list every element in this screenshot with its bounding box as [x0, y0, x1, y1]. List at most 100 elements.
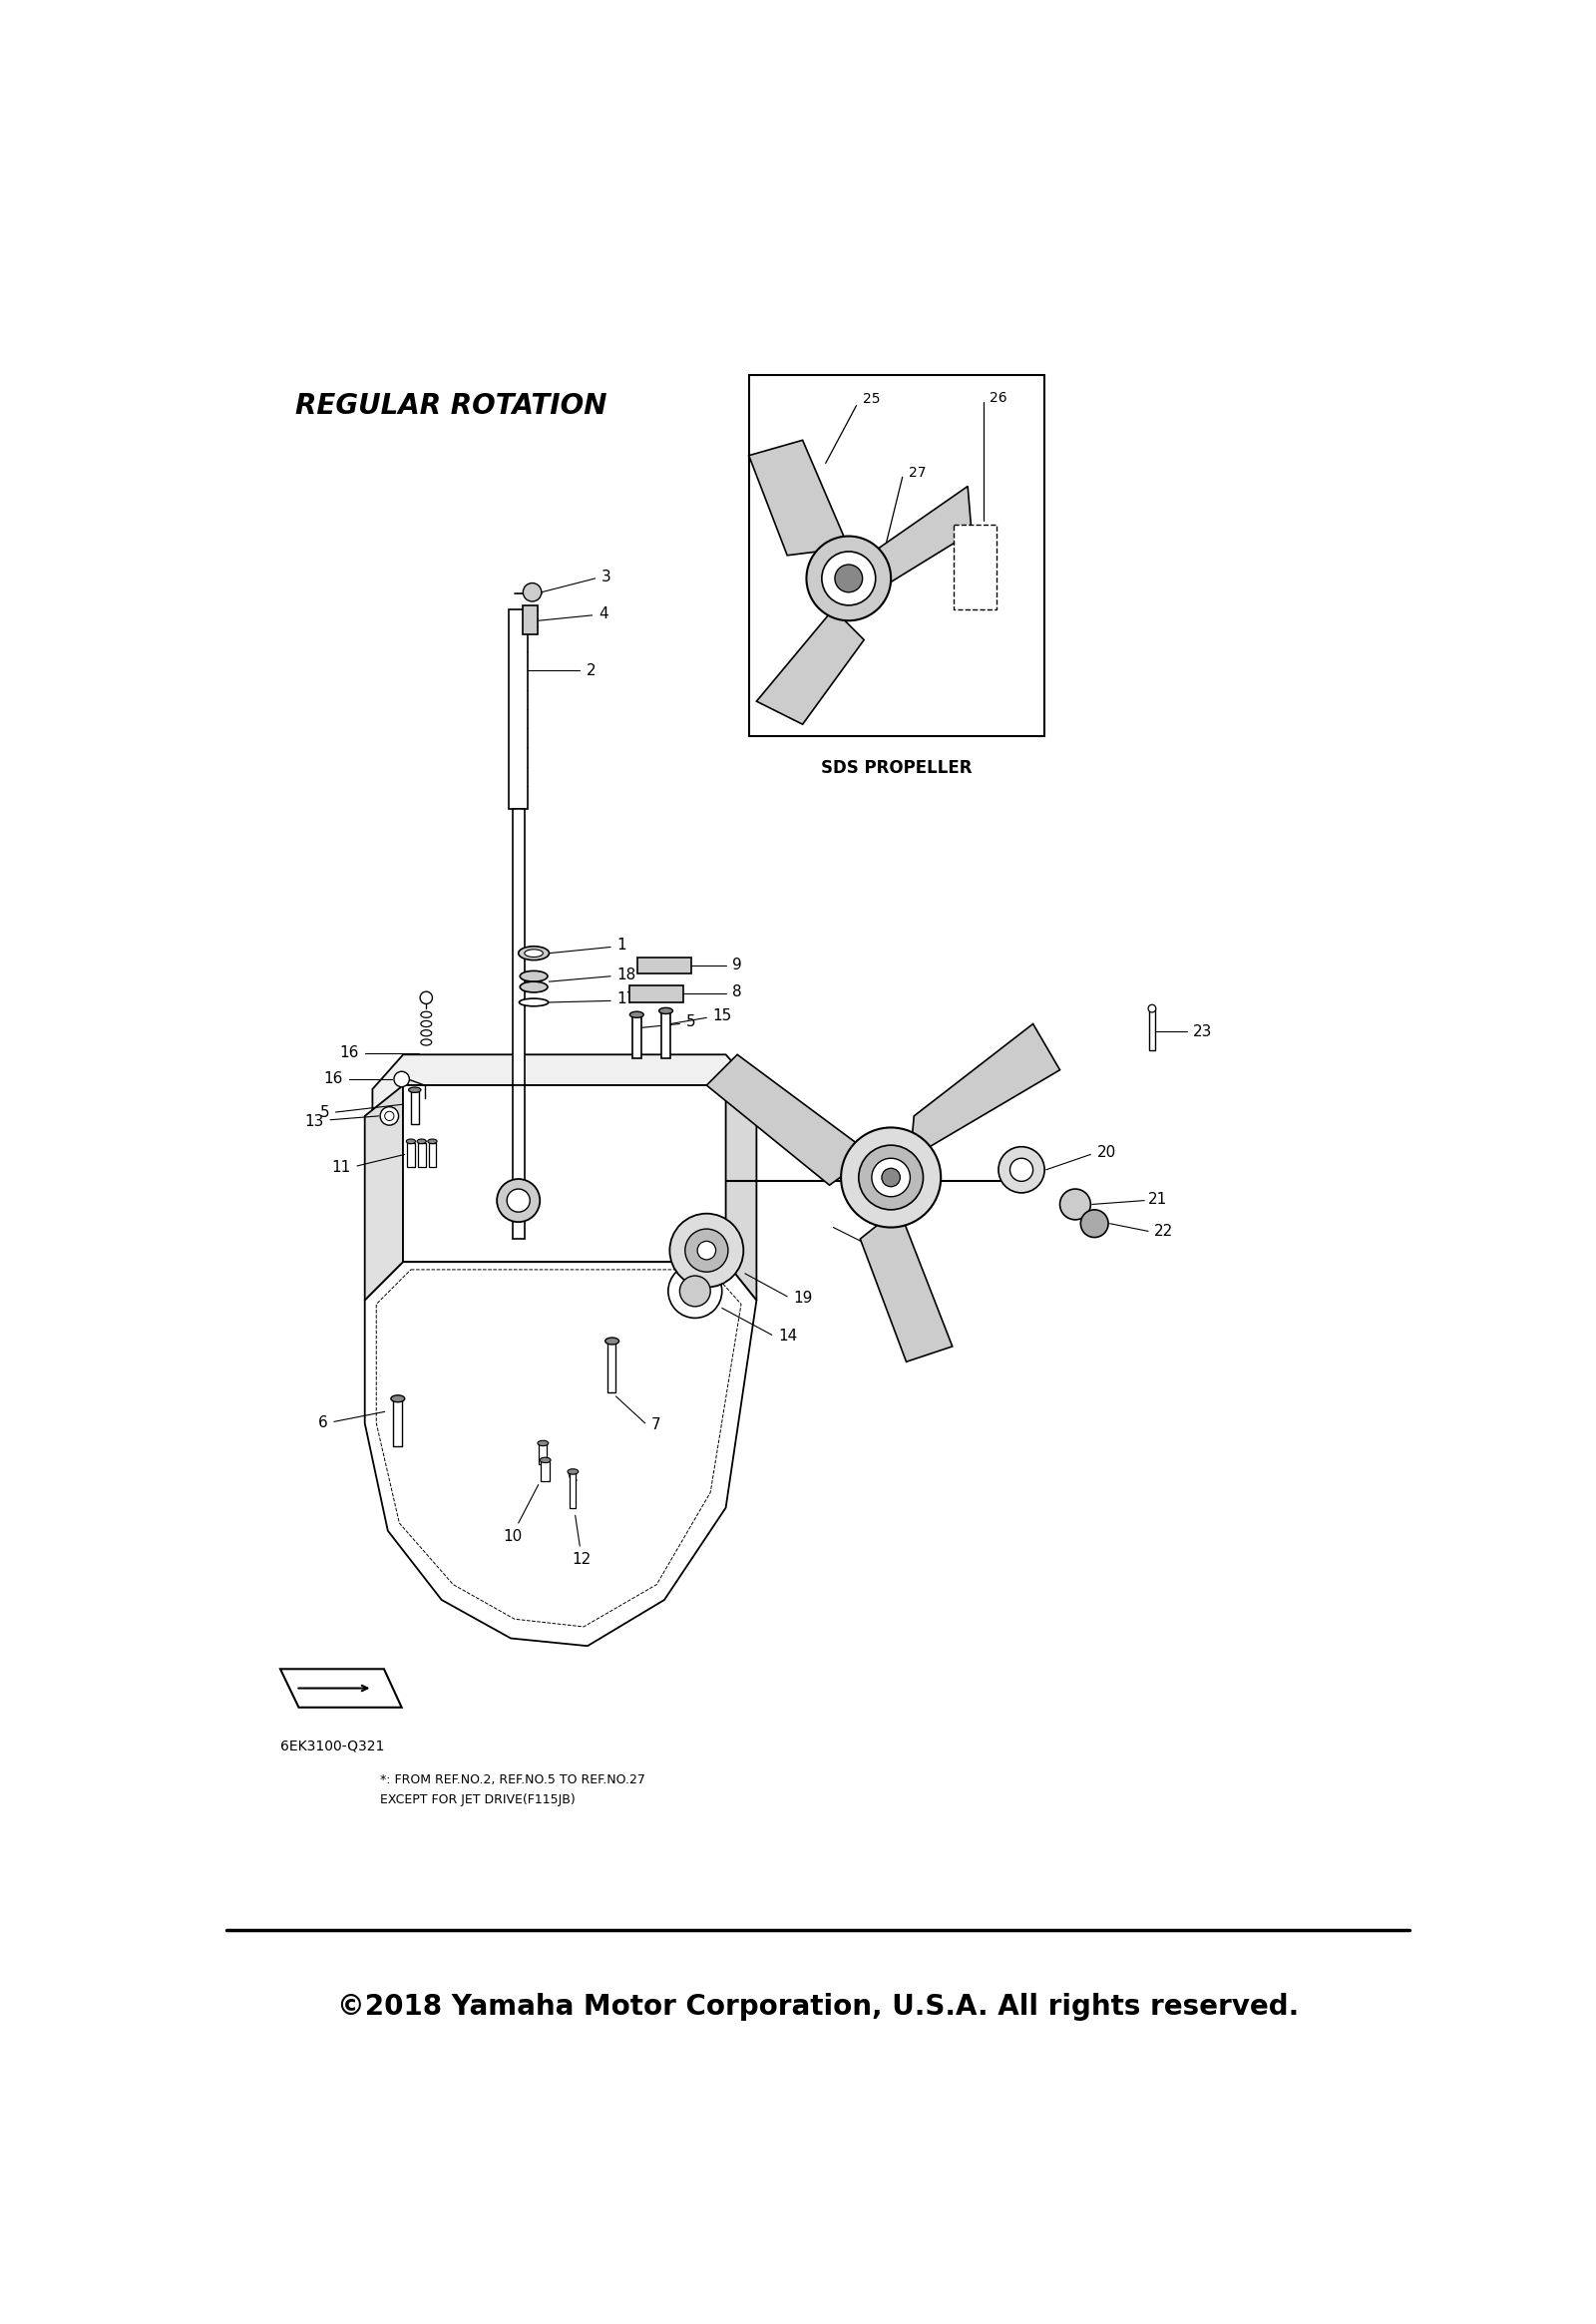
- Polygon shape: [365, 1085, 404, 1301]
- Bar: [1149, 1009, 1156, 1050]
- Circle shape: [670, 1213, 744, 1287]
- Polygon shape: [871, 486, 972, 593]
- Text: 16: 16: [324, 1071, 343, 1088]
- Bar: [661, 1013, 670, 1057]
- Text: REGULAR ROTATION: REGULAR ROTATION: [295, 393, 608, 421]
- Bar: [570, 1473, 576, 1508]
- Text: SDS PROPELLER: SDS PROPELLER: [820, 760, 972, 776]
- Text: 17: 17: [616, 992, 635, 1006]
- Ellipse shape: [539, 1457, 551, 1462]
- Text: 7: 7: [651, 1418, 661, 1432]
- Bar: [407, 1143, 415, 1167]
- Text: 2: 2: [586, 662, 595, 679]
- Text: 6: 6: [318, 1415, 327, 1432]
- Ellipse shape: [428, 1139, 437, 1143]
- Circle shape: [508, 1190, 530, 1213]
- Ellipse shape: [630, 1011, 643, 1018]
- Circle shape: [881, 1169, 900, 1188]
- Polygon shape: [281, 1669, 402, 1708]
- Text: 20: 20: [1096, 1146, 1116, 1160]
- Text: 26: 26: [990, 390, 1007, 404]
- Ellipse shape: [409, 1088, 421, 1092]
- Ellipse shape: [568, 1469, 578, 1473]
- Bar: [418, 1143, 426, 1167]
- Text: 1: 1: [616, 939, 626, 953]
- Circle shape: [1080, 1211, 1108, 1236]
- Text: 5: 5: [319, 1104, 329, 1120]
- Text: 24: 24: [894, 1248, 913, 1264]
- Circle shape: [420, 992, 433, 1004]
- Bar: [608, 1343, 616, 1392]
- Circle shape: [680, 1276, 710, 1306]
- Text: 16: 16: [340, 1046, 359, 1060]
- Text: FWD: FWD: [314, 1680, 351, 1694]
- Circle shape: [822, 551, 876, 604]
- Text: 22: 22: [1154, 1225, 1173, 1239]
- Text: 14: 14: [777, 1329, 798, 1343]
- Bar: [637, 957, 691, 974]
- Ellipse shape: [605, 1339, 619, 1346]
- Bar: [410, 1092, 418, 1125]
- Text: 4: 4: [598, 607, 608, 621]
- Circle shape: [806, 537, 891, 621]
- Circle shape: [835, 565, 862, 593]
- Ellipse shape: [520, 971, 547, 981]
- Polygon shape: [726, 1085, 757, 1301]
- Text: 9: 9: [733, 957, 742, 974]
- Circle shape: [394, 1071, 409, 1088]
- Circle shape: [685, 1229, 728, 1271]
- Polygon shape: [910, 1025, 1060, 1157]
- Bar: [954, 525, 998, 609]
- Circle shape: [380, 1106, 399, 1125]
- Ellipse shape: [519, 946, 549, 960]
- Polygon shape: [372, 1055, 757, 1116]
- Bar: [512, 809, 525, 1085]
- Polygon shape: [365, 1262, 757, 1645]
- Bar: [512, 1085, 525, 1239]
- Ellipse shape: [538, 1441, 549, 1446]
- Text: *: FROM REF.NO.2, REF.NO.5 TO REF.NO.27: *: FROM REF.NO.2, REF.NO.5 TO REF.NO.27: [380, 1773, 645, 1787]
- Text: 3: 3: [602, 569, 611, 583]
- Ellipse shape: [520, 981, 547, 992]
- Text: 10: 10: [503, 1529, 522, 1543]
- Polygon shape: [749, 439, 849, 555]
- Ellipse shape: [407, 1139, 415, 1143]
- Text: 8: 8: [733, 985, 742, 999]
- Circle shape: [496, 1178, 539, 1222]
- Polygon shape: [707, 1055, 871, 1185]
- Bar: [632, 1016, 642, 1057]
- Circle shape: [1060, 1190, 1090, 1220]
- Bar: [509, 609, 528, 809]
- Text: 6EK3100-Q321: 6EK3100-Q321: [281, 1738, 385, 1752]
- Bar: [749, 374, 1044, 737]
- Circle shape: [871, 1157, 910, 1197]
- Circle shape: [669, 1264, 721, 1318]
- Circle shape: [1148, 1004, 1156, 1013]
- Circle shape: [999, 1146, 1044, 1192]
- Text: 27: 27: [908, 465, 926, 479]
- Bar: [630, 985, 683, 1002]
- Polygon shape: [757, 609, 863, 725]
- Ellipse shape: [417, 1139, 426, 1143]
- Text: 15: 15: [713, 1009, 733, 1023]
- Text: 12: 12: [571, 1552, 591, 1566]
- Text: 18: 18: [616, 967, 635, 983]
- Text: 21: 21: [1148, 1192, 1167, 1206]
- Circle shape: [1010, 1157, 1033, 1181]
- Bar: [393, 1399, 402, 1446]
- Text: 5: 5: [686, 1016, 696, 1030]
- Circle shape: [859, 1146, 922, 1211]
- Bar: [429, 1143, 436, 1167]
- Text: 23: 23: [1192, 1025, 1211, 1039]
- Bar: [538, 1446, 547, 1464]
- Bar: [522, 604, 538, 634]
- Polygon shape: [404, 1085, 726, 1262]
- Text: 11: 11: [332, 1160, 351, 1176]
- Circle shape: [523, 583, 541, 602]
- Bar: [541, 1462, 549, 1480]
- Ellipse shape: [659, 1009, 674, 1013]
- Ellipse shape: [525, 951, 543, 957]
- Text: 13: 13: [305, 1113, 324, 1129]
- Ellipse shape: [391, 1394, 405, 1401]
- Polygon shape: [860, 1208, 953, 1362]
